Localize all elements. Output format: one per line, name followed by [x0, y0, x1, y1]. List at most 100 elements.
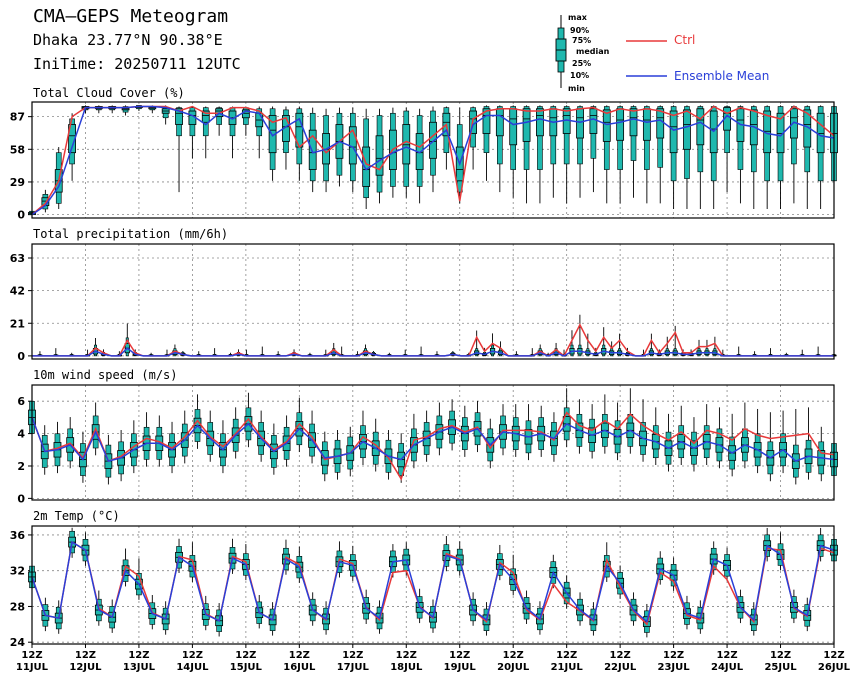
x-tick-hour: 12Z	[75, 650, 96, 661]
legend-mean-label: Ensemble Mean	[674, 69, 770, 83]
box-inner	[589, 108, 598, 134]
y-tick-label: 32	[10, 565, 25, 578]
x-tick-date: 17JUL	[337, 662, 370, 673]
y-tick-label: 21	[10, 317, 25, 330]
x-tick-date: 26JUL	[818, 662, 851, 673]
location-label: Dhaka 23.77°N 90.38°E	[33, 31, 223, 49]
mean-line	[31, 417, 835, 463]
box-inner	[696, 108, 705, 146]
box-inner	[816, 112, 825, 154]
legend-box-p75: 75%	[572, 36, 592, 45]
y-tick-label: 6	[17, 395, 25, 408]
x-tick-hour: 12Z	[770, 650, 791, 661]
legend-box-p90: 90%	[570, 26, 590, 35]
panel-frame	[31, 525, 835, 645]
y-tick-label: 0	[17, 209, 25, 222]
box-inner	[509, 108, 518, 146]
legend-box-max: max	[568, 13, 587, 22]
y-tick-label: 87	[10, 111, 25, 124]
x-tick-date: 25JUL	[764, 662, 797, 673]
x-tick-date: 18JUL	[390, 662, 423, 673]
box-inner	[402, 124, 411, 165]
x-tick-hour: 12Z	[716, 650, 737, 661]
y-tick-label: 36	[10, 529, 26, 542]
panel-title-temp: 2m Temp (°C)	[33, 509, 120, 523]
x-tick-date: 11JUL	[16, 662, 49, 673]
y-tick-label: 4	[17, 428, 25, 441]
box-inner	[642, 108, 651, 141]
panel-frame	[31, 384, 835, 501]
x-tick-date: 15JUL	[230, 662, 263, 673]
x-tick-hour: 12Z	[610, 650, 631, 661]
x-tick-hour: 12Z	[289, 650, 310, 661]
box-inner	[308, 129, 317, 170]
panel-frame	[31, 243, 835, 360]
x-tick-date: 21JUL	[551, 662, 584, 673]
legend-box-min: min	[568, 84, 585, 93]
x-tick-hour: 12Z	[235, 650, 256, 661]
x-tick-date: 13JUL	[123, 662, 156, 673]
x-tick-hour: 12Z	[663, 650, 684, 661]
y-tick-label: 58	[10, 143, 25, 156]
box-inner	[656, 108, 665, 139]
box-inner	[201, 110, 210, 123]
x-tick-hour: 12Z	[21, 650, 42, 661]
box-inner	[576, 108, 584, 139]
page-title: CMA—GEPS Meteogram	[33, 6, 229, 27]
x-tick-hour: 12Z	[128, 650, 149, 661]
box-inner	[429, 121, 437, 159]
box-outer	[563, 106, 570, 165]
mean-line	[31, 540, 835, 624]
x-tick-date: 24JUL	[711, 662, 744, 673]
y-tick-label: 63	[10, 252, 25, 265]
x-tick-date: 23JUL	[658, 662, 691, 673]
box-outer	[537, 106, 543, 170]
ctrl-line	[31, 105, 835, 216]
x-tick-date: 12JUL	[69, 662, 102, 673]
y-tick-label: 42	[10, 285, 25, 298]
x-tick-date: 19JUL	[444, 662, 477, 673]
x-tick-date: 22JUL	[604, 662, 637, 673]
x-tick-hour: 12Z	[449, 650, 470, 661]
ctrl-line	[31, 411, 835, 481]
y-tick-label: 28	[10, 600, 25, 613]
y-tick-label: 24	[10, 636, 26, 649]
box-inner	[522, 108, 531, 142]
panel-title-cloud: Total Cloud Cover (%)	[33, 86, 185, 100]
box-inner	[536, 108, 544, 137]
x-tick-date: 20JUL	[497, 662, 530, 673]
box-inner	[375, 135, 384, 176]
x-tick-hour: 12Z	[556, 650, 577, 661]
x-tick-hour: 12Z	[503, 650, 524, 661]
panel-title-precip: Total precipitation (mm/6h)	[33, 227, 229, 241]
box-inner	[629, 108, 638, 137]
x-tick-hour: 12Z	[396, 650, 417, 661]
x-tick-hour: 12Z	[182, 650, 203, 661]
y-tick-label: 29	[10, 176, 25, 189]
box-inner	[495, 108, 504, 137]
x-tick-hour: 12Z	[823, 650, 844, 661]
x-tick-date: 16JUL	[283, 662, 316, 673]
box-inner	[175, 108, 183, 125]
mean-line	[32, 347, 834, 357]
x-tick-date: 14JUL	[176, 662, 209, 673]
panel-frame	[31, 101, 835, 219]
y-tick-label: 0	[17, 350, 25, 363]
legend-box-p25: 25%	[572, 59, 592, 68]
box-inner	[616, 108, 625, 141]
box-inner	[683, 109, 691, 150]
x-tick-hour: 12Z	[342, 650, 363, 661]
y-tick-label: 2	[17, 460, 25, 473]
box-inner	[669, 110, 678, 154]
mean-line	[31, 105, 835, 216]
panel-title-wind: 10m wind speed (m/s)	[33, 368, 178, 382]
legend-ctrl-label: Ctrl	[674, 33, 696, 47]
legend-box-median: median	[576, 47, 610, 56]
legend-box-p10: 10%	[570, 71, 590, 80]
box-inner	[602, 109, 611, 142]
init-time-label: IniTime: 20250711 12UTC	[33, 55, 241, 73]
box-inner	[482, 108, 491, 134]
y-tick-label: 0	[17, 492, 25, 505]
